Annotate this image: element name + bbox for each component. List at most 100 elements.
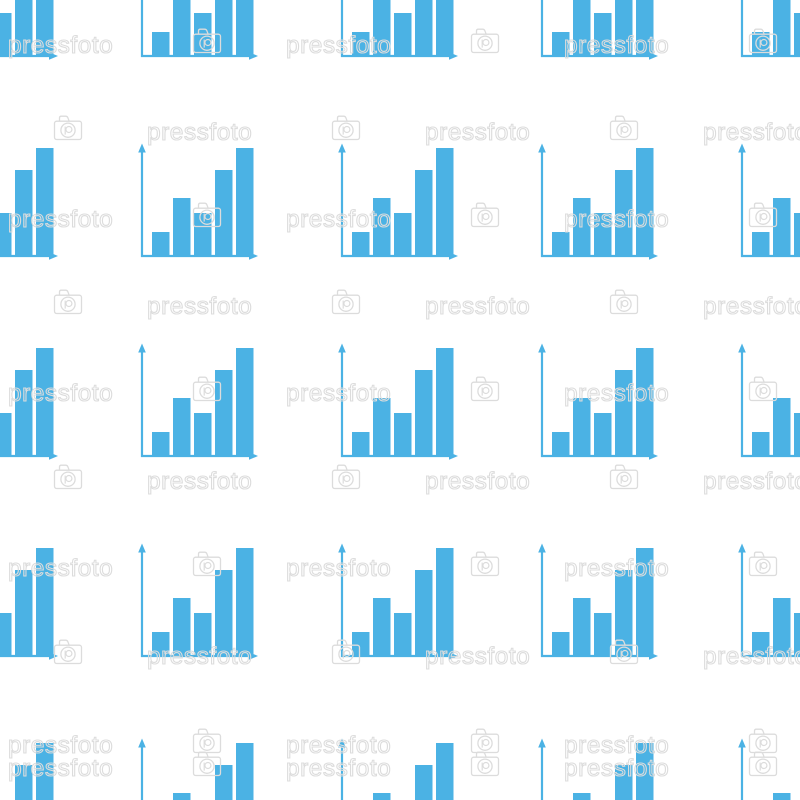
bar [194, 413, 212, 455]
bar [352, 232, 370, 255]
growing-bar-chart-icon [138, 543, 258, 660]
y-axis-arrow-icon [138, 543, 146, 553]
y-axis-arrow-icon [338, 143, 346, 153]
bar [573, 198, 591, 255]
bar [573, 398, 591, 455]
y-axis-arrow-icon [738, 143, 746, 153]
bar [415, 0, 433, 55]
bar [573, 0, 591, 55]
bar [173, 198, 191, 255]
growing-bar-chart-icon [738, 343, 800, 458]
growing-bar-chart-icon [340, 0, 458, 60]
bar [415, 370, 433, 455]
growing-bar-chart-icon [0, 0, 58, 60]
growing-bar-chart-icon [338, 143, 458, 260]
y-axis-arrow-icon [738, 738, 746, 748]
bar [552, 632, 570, 655]
bar [615, 0, 633, 55]
growing-bar-chart-icon [138, 143, 258, 260]
growing-bar-chart-icon [0, 348, 58, 460]
bar [373, 0, 391, 55]
y-axis-arrow-icon [138, 738, 146, 748]
growing-bar-chart-icon [738, 143, 800, 258]
bar [194, 13, 212, 55]
bar [773, 0, 791, 55]
bar [415, 570, 433, 655]
bar [573, 793, 591, 800]
bar [594, 213, 612, 255]
bar [394, 213, 412, 255]
bar [752, 432, 770, 455]
growing-bar-chart-icon [0, 548, 58, 660]
bar [15, 570, 33, 655]
bar [552, 32, 570, 55]
bar [636, 348, 654, 455]
bar [615, 170, 633, 255]
bar [794, 413, 800, 455]
growing-bar-chart-icon [538, 143, 658, 260]
growing-bar-chart-icon [338, 343, 458, 460]
y-axis-arrow-icon [738, 343, 746, 353]
y-axis-arrow-icon [538, 143, 546, 153]
growing-bar-chart-icon [138, 343, 258, 460]
bar [215, 0, 233, 55]
bar [394, 13, 412, 55]
bar [794, 213, 800, 255]
bar [794, 13, 800, 55]
bar [594, 13, 612, 55]
bar [152, 32, 170, 55]
growing-bar-chart-icon [140, 0, 258, 60]
bar [373, 398, 391, 455]
y-axis-arrow-icon [338, 343, 346, 353]
bar [0, 213, 12, 255]
bar [373, 793, 391, 800]
bar [0, 413, 12, 455]
growing-bar-chart-icon [538, 738, 654, 800]
bar [573, 598, 591, 655]
bar [236, 0, 254, 55]
bar [373, 198, 391, 255]
bar [0, 13, 12, 55]
bar [194, 613, 212, 655]
y-axis-arrow-icon [138, 143, 146, 153]
bar [415, 170, 433, 255]
bar [752, 32, 770, 55]
bar [15, 0, 33, 55]
bar [615, 570, 633, 655]
bar [615, 370, 633, 455]
bar [436, 0, 454, 55]
growing-bar-chart-icon [540, 0, 658, 60]
bar [752, 632, 770, 655]
bar [152, 632, 170, 655]
bar [36, 0, 54, 55]
bar [394, 613, 412, 655]
bar [15, 170, 33, 255]
bar [552, 432, 570, 455]
growing-bar-chart-icon [740, 0, 800, 58]
bar [394, 413, 412, 455]
bar [352, 32, 370, 55]
bar [594, 613, 612, 655]
bar [752, 232, 770, 255]
bar [352, 632, 370, 655]
bar [215, 765, 233, 800]
y-axis-arrow-icon [738, 543, 746, 553]
bar [352, 432, 370, 455]
bar [236, 148, 254, 255]
growing-bar-chart-icon [738, 738, 791, 800]
bar [773, 198, 791, 255]
y-axis-arrow-icon [538, 543, 546, 553]
bar [15, 765, 33, 800]
y-axis-arrow-icon [338, 543, 346, 553]
bar [36, 743, 54, 800]
bar [215, 370, 233, 455]
bar [594, 413, 612, 455]
bar [215, 570, 233, 655]
bar [636, 548, 654, 655]
bar [152, 432, 170, 455]
growing-bar-chart-icon [538, 343, 658, 460]
bar [36, 548, 54, 655]
y-axis-arrow-icon [138, 343, 146, 353]
